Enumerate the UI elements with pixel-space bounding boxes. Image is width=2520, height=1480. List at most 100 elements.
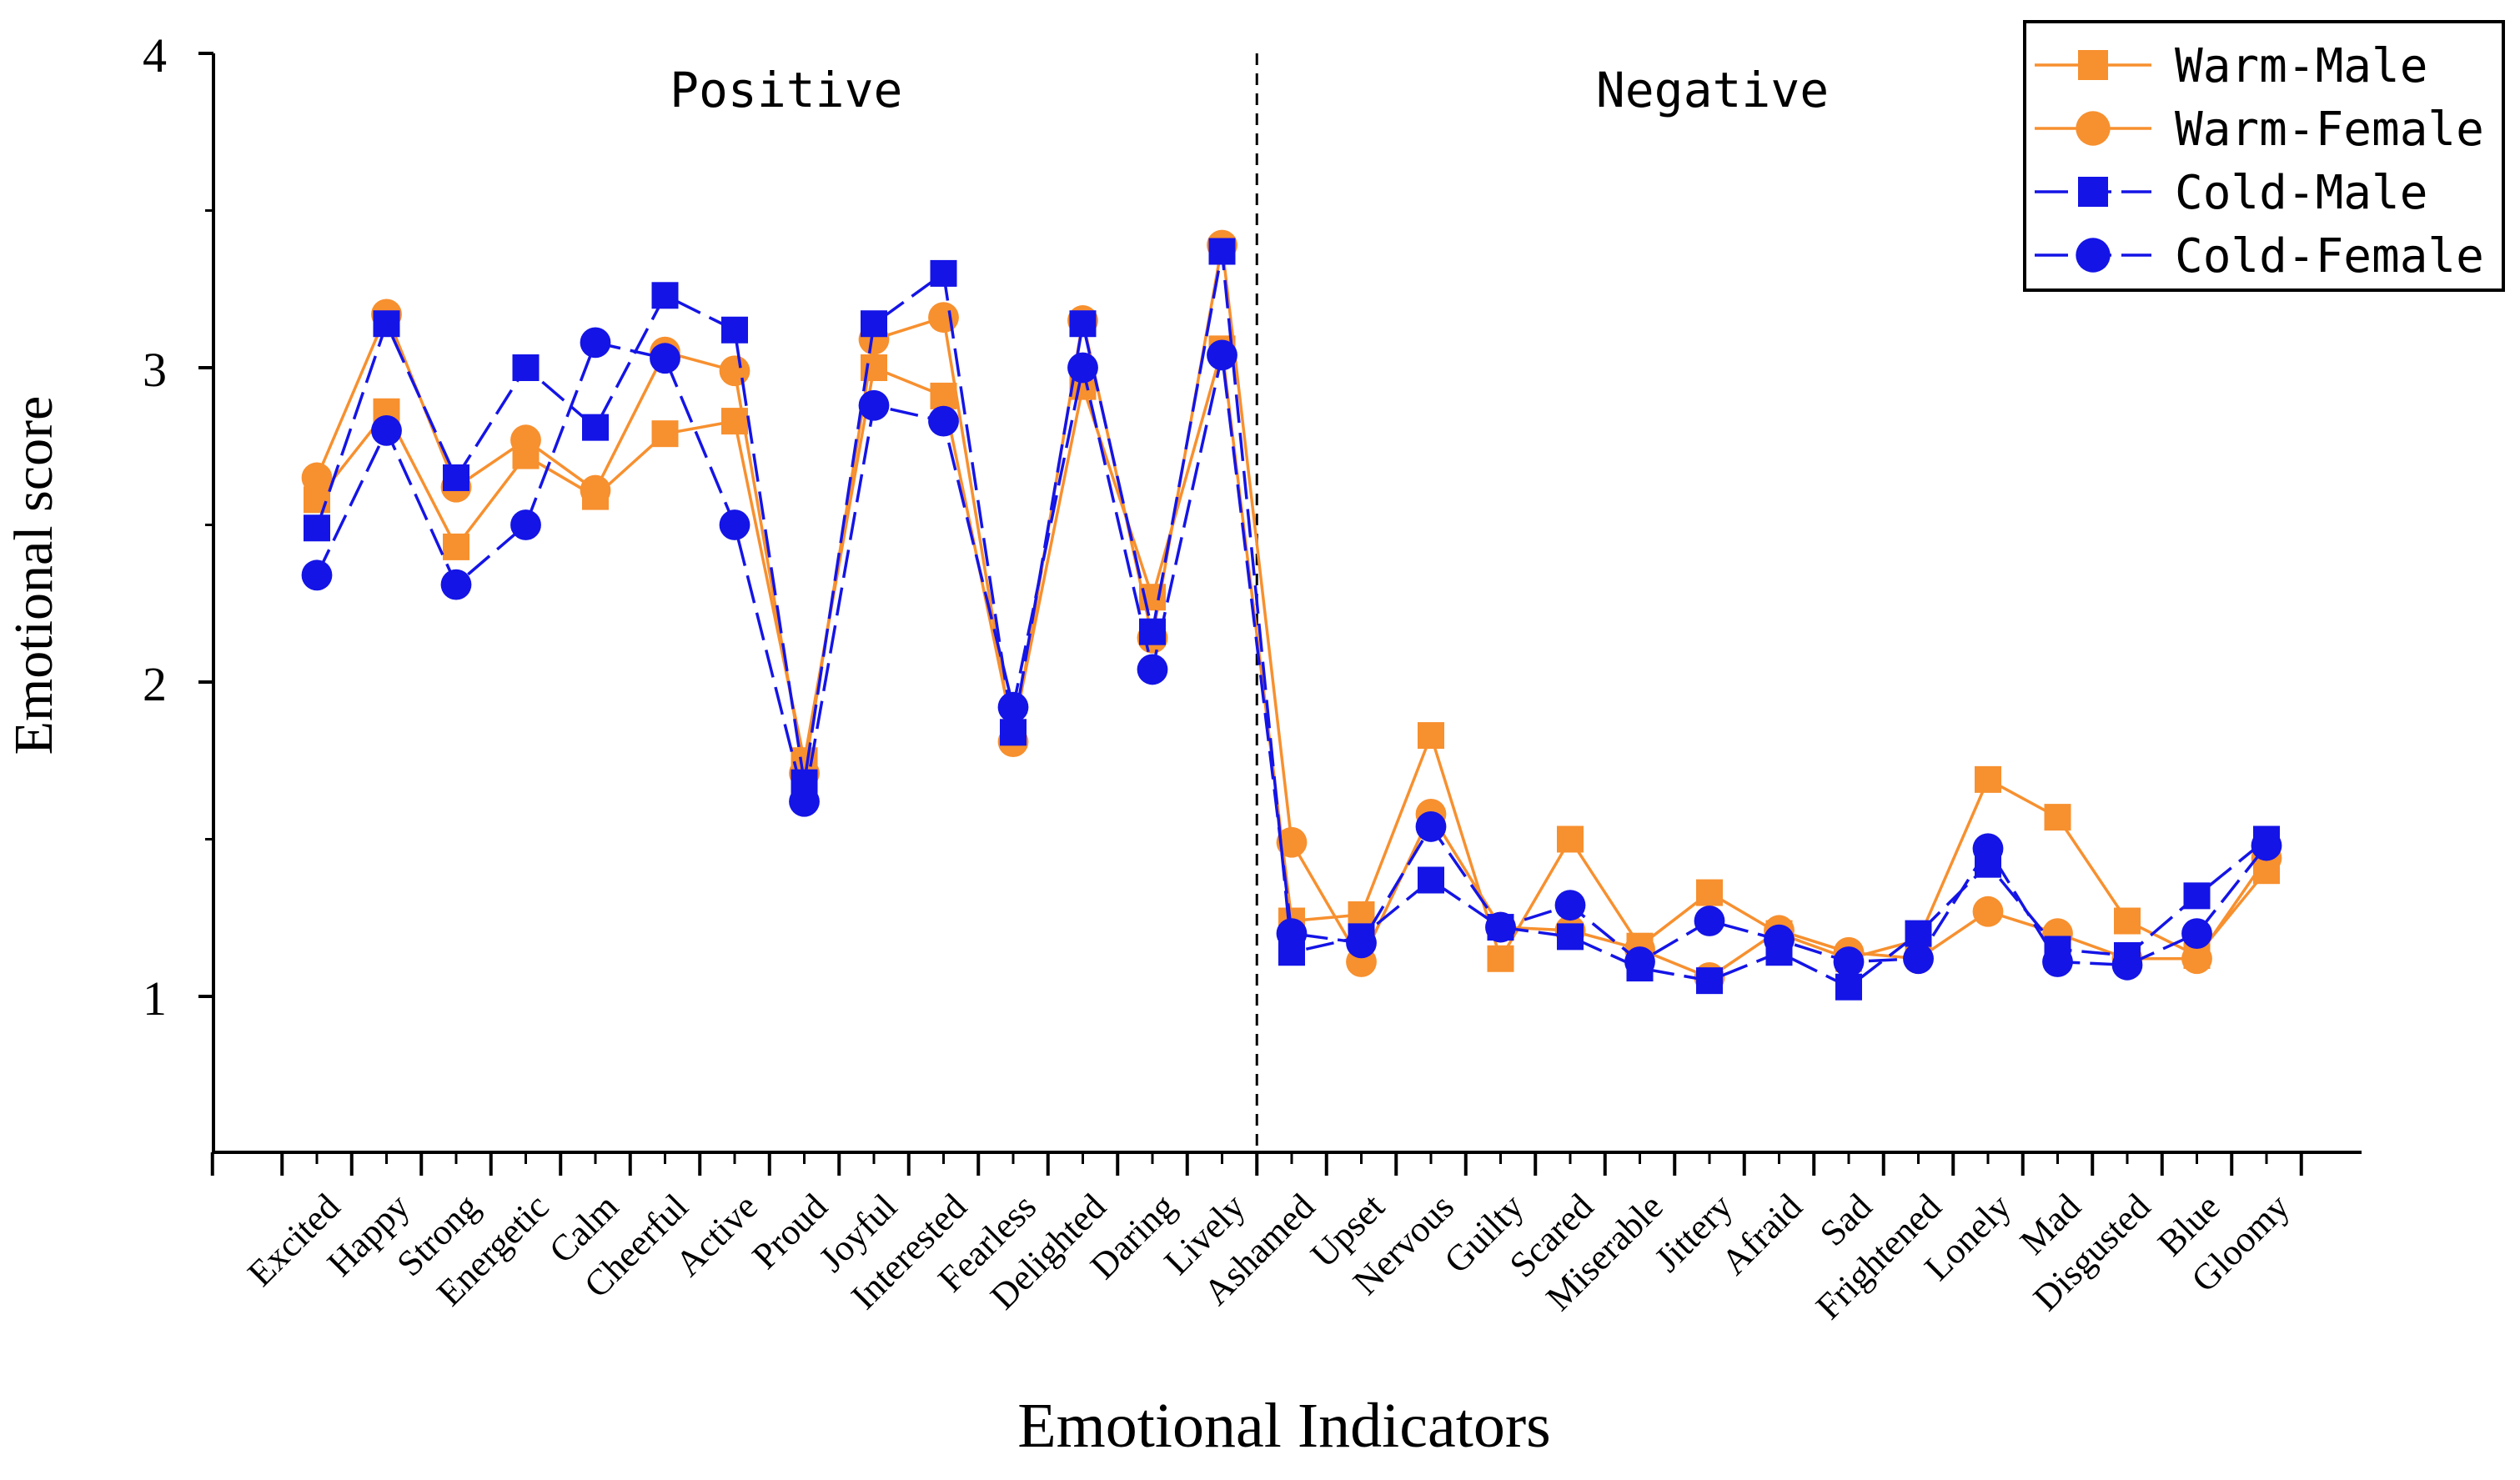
data-point bbox=[2042, 946, 2073, 977]
legend-marker bbox=[2078, 177, 2108, 207]
data-point bbox=[1208, 238, 1236, 265]
data-point bbox=[1972, 896, 2004, 927]
data-point bbox=[1903, 943, 1934, 975]
x-axis-title: Emotional Indicators bbox=[1017, 1391, 1551, 1461]
data-point bbox=[1557, 825, 1584, 853]
data-point bbox=[651, 282, 679, 309]
data-point bbox=[304, 514, 330, 542]
data-point bbox=[1485, 911, 1516, 943]
data-point bbox=[1418, 722, 1444, 750]
series-layer bbox=[301, 229, 2282, 1001]
data-point bbox=[512, 354, 540, 381]
data-point bbox=[719, 355, 750, 387]
legend-label: Warm-Male bbox=[2175, 39, 2427, 93]
x-tick-label: Excited bbox=[239, 1186, 348, 1294]
legend-label: Warm-Female bbox=[2175, 103, 2484, 157]
data-point bbox=[1000, 719, 1027, 746]
data-point bbox=[1624, 946, 1655, 977]
data-point bbox=[301, 559, 333, 591]
data-point bbox=[440, 569, 472, 600]
legend: Warm-Male Warm-Female Cold-Male Cold-Female bbox=[2023, 20, 2505, 292]
y-tick-label: 3 bbox=[143, 343, 167, 397]
data-point bbox=[373, 310, 400, 338]
x-tick-label: Afraid bbox=[1714, 1186, 1810, 1282]
data-point bbox=[2044, 804, 2071, 831]
data-point bbox=[1696, 879, 1723, 906]
data-point bbox=[650, 343, 680, 374]
y-tick-label: 2 bbox=[143, 657, 167, 711]
y-tick-label: 4 bbox=[143, 28, 167, 83]
data-point bbox=[580, 327, 611, 359]
data-point bbox=[1207, 339, 1237, 371]
data-point bbox=[1905, 920, 1932, 947]
legend-item: Warm-Male bbox=[2035, 39, 2427, 93]
data-point bbox=[301, 462, 333, 494]
data-point bbox=[2251, 830, 2282, 861]
x-tick-labels: ExcitedHappyStrongEnergeticCalmCheerfulA… bbox=[239, 1186, 2297, 1327]
series-cold-female bbox=[301, 327, 2282, 981]
data-point bbox=[1137, 654, 1168, 685]
legend-marker bbox=[2076, 111, 2111, 146]
data-point bbox=[1975, 765, 2001, 793]
data-point bbox=[1069, 310, 1097, 338]
y-tick-label: 1 bbox=[143, 971, 167, 1026]
data-point bbox=[1833, 946, 1865, 977]
data-point bbox=[858, 389, 890, 421]
data-point bbox=[1972, 833, 2004, 865]
region-label: Positive bbox=[670, 62, 902, 118]
data-point bbox=[443, 533, 469, 560]
data-point bbox=[930, 382, 957, 409]
data-point bbox=[2181, 918, 2212, 949]
data-point bbox=[371, 415, 402, 446]
legend-marker bbox=[2076, 238, 2111, 273]
data-point bbox=[580, 474, 611, 506]
data-point bbox=[1764, 924, 1795, 956]
data-point bbox=[1346, 927, 1377, 959]
legend-label: Cold-Female bbox=[2175, 229, 2484, 283]
data-point bbox=[1696, 967, 1723, 995]
data-point bbox=[1835, 973, 1862, 1001]
data-point bbox=[997, 691, 1029, 723]
data-point bbox=[1067, 352, 1098, 384]
data-point bbox=[582, 414, 609, 441]
data-point bbox=[1415, 811, 1447, 842]
data-point bbox=[789, 785, 820, 817]
legend-marker bbox=[2078, 50, 2108, 80]
data-point bbox=[719, 509, 750, 540]
series-line bbox=[315, 347, 2268, 961]
data-point bbox=[510, 424, 541, 456]
x-tick-label: Active bbox=[667, 1186, 766, 1284]
data-point bbox=[1487, 945, 1514, 972]
series-line bbox=[315, 341, 2268, 967]
data-point bbox=[1694, 906, 1725, 936]
axes bbox=[198, 52, 2362, 1176]
y-tick-labels: 1 2 3 4 bbox=[143, 28, 167, 1026]
data-point bbox=[2181, 943, 2212, 975]
region-label: Negative bbox=[1596, 62, 1829, 118]
region-labels: Positive Negative bbox=[670, 62, 1829, 118]
data-point bbox=[861, 310, 887, 338]
data-point bbox=[930, 259, 957, 287]
data-point bbox=[510, 509, 541, 540]
data-point bbox=[1557, 923, 1584, 951]
legend-label: Cold-Male bbox=[2175, 166, 2427, 220]
legend-item: Warm-Female bbox=[2035, 103, 2484, 157]
data-point bbox=[443, 464, 469, 491]
y-axis-title: Emotional score bbox=[3, 396, 64, 755]
legend-item: Cold-Male bbox=[2035, 166, 2427, 220]
series-line bbox=[315, 243, 2268, 980]
data-point bbox=[2183, 882, 2211, 910]
data-point bbox=[1276, 918, 1308, 949]
series-line bbox=[315, 249, 2268, 989]
data-point bbox=[928, 405, 959, 437]
data-point bbox=[1418, 866, 1444, 894]
data-point bbox=[2114, 907, 2141, 935]
legend-item: Cold-Female bbox=[2035, 229, 2484, 283]
data-point bbox=[1554, 890, 1586, 921]
x-tick-label: Proud bbox=[745, 1186, 836, 1277]
data-point bbox=[651, 420, 679, 448]
data-point bbox=[2111, 949, 2143, 981]
data-point bbox=[928, 302, 959, 334]
data-point bbox=[1276, 826, 1308, 858]
